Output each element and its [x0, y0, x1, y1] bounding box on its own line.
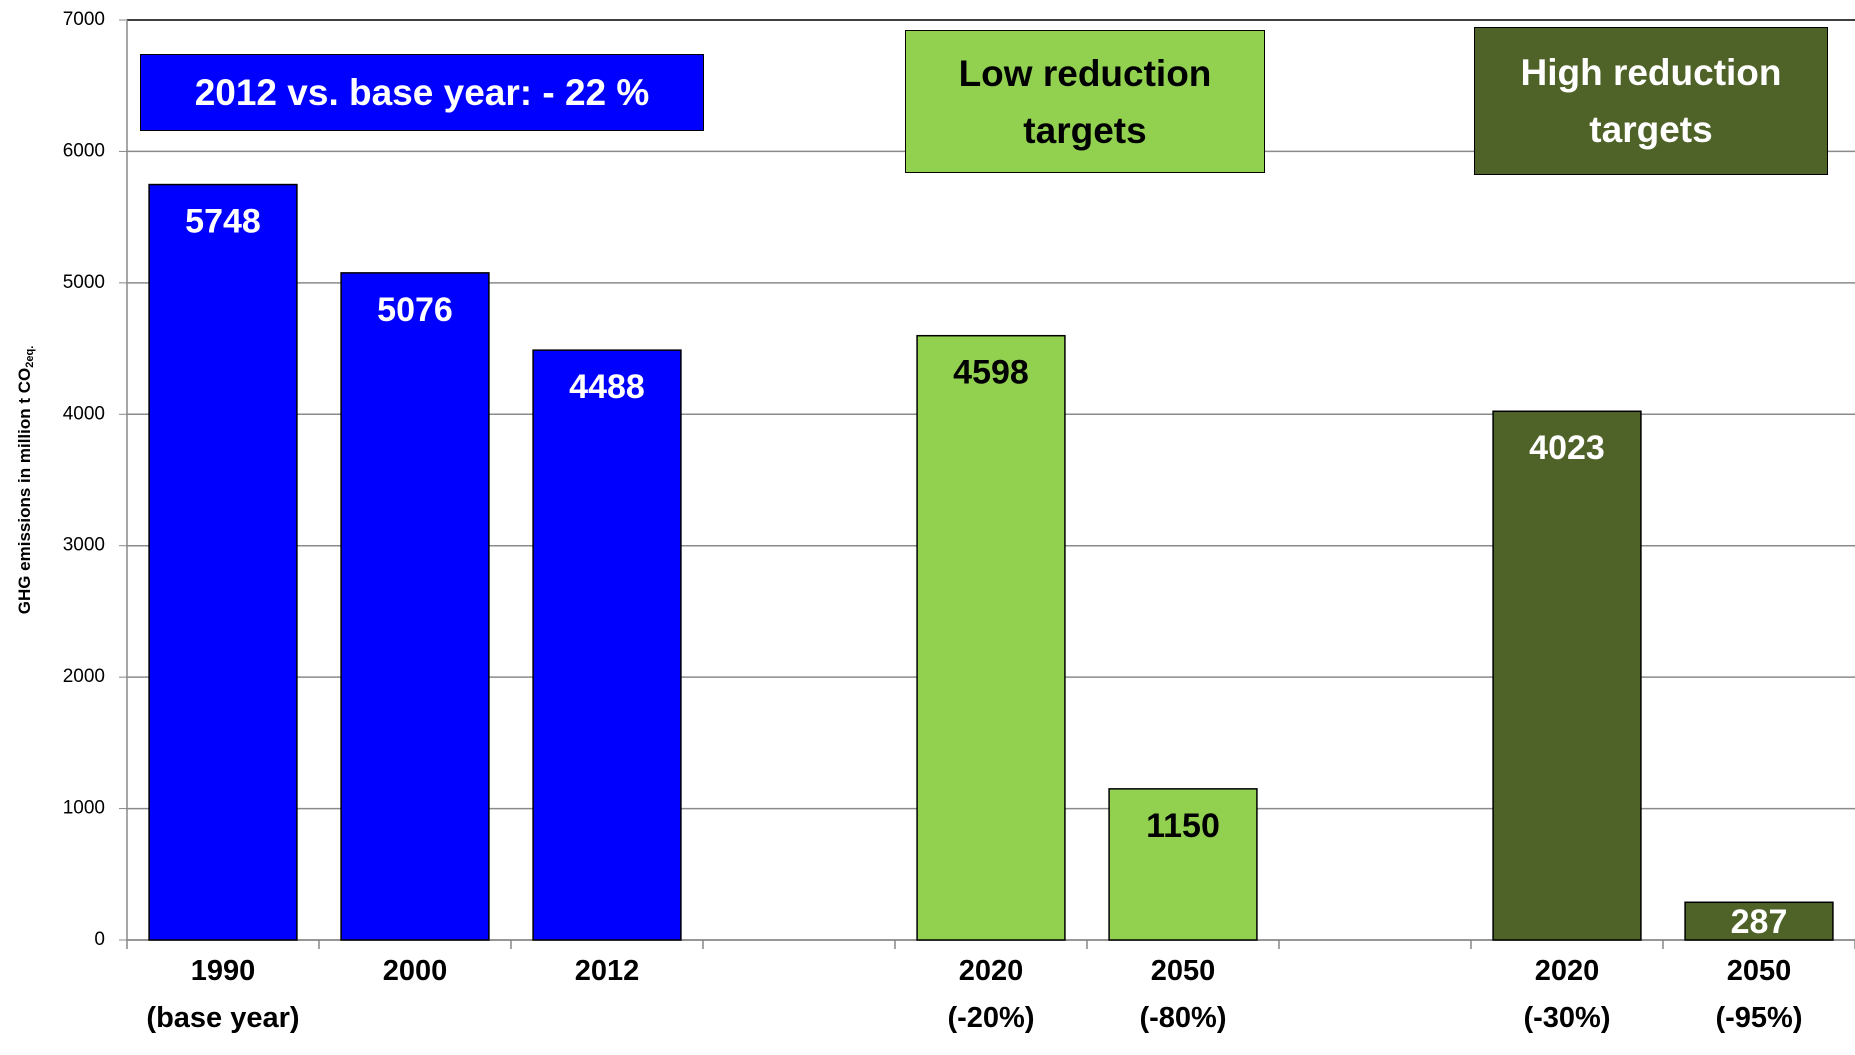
y-tick-label: 7000: [63, 9, 105, 30]
annotation-box: Low reduction targets: [905, 30, 1265, 173]
x-tick-label: 2020 (-20%): [947, 955, 1035, 1034]
annotation-box: 2012 vs. base year: - 22 %: [140, 54, 704, 131]
value-label: 5076: [377, 291, 453, 329]
x-tick-label: 1990 (base year): [146, 955, 300, 1034]
bar: [916, 334, 1066, 941]
y-tick-label: 4000: [63, 403, 105, 424]
y-axis-label: GHG emissions in million t CO2eq.: [15, 346, 35, 615]
value-label: 4598: [953, 354, 1029, 392]
annotation-box: High reduction targets: [1474, 27, 1828, 175]
value-label: 1150: [1146, 807, 1220, 845]
value-label: 4023: [1529, 429, 1605, 467]
x-tick-label: 2012: [574, 955, 640, 987]
value-label: 287: [1731, 903, 1788, 941]
bar: [1108, 788, 1258, 941]
y-tick-label: 5000: [63, 272, 105, 293]
bar: [1684, 901, 1834, 941]
value-label: 4488: [569, 368, 645, 406]
y-tick-label: 1000: [63, 798, 105, 819]
y-axis-label-main: GHG emissions in million t CO: [15, 368, 34, 615]
bar: [1492, 410, 1642, 941]
y-tick-label: 3000: [63, 535, 105, 556]
y-tick-label: 0: [94, 929, 105, 950]
x-tick-label: 2050 (-95%): [1715, 955, 1803, 1034]
bar: [532, 349, 682, 941]
x-tick-label: 2020 (-30%): [1523, 955, 1611, 1034]
y-tick-label: 6000: [63, 140, 105, 161]
y-axis-label-sub: 2eq.: [24, 346, 36, 368]
x-tick-label: 2050 (-80%): [1139, 955, 1227, 1034]
bar: [340, 272, 490, 941]
bar: [148, 183, 298, 941]
y-tick-label: 2000: [63, 666, 105, 687]
x-tick-label: 2000: [382, 955, 448, 987]
value-label: 5748: [185, 203, 261, 241]
